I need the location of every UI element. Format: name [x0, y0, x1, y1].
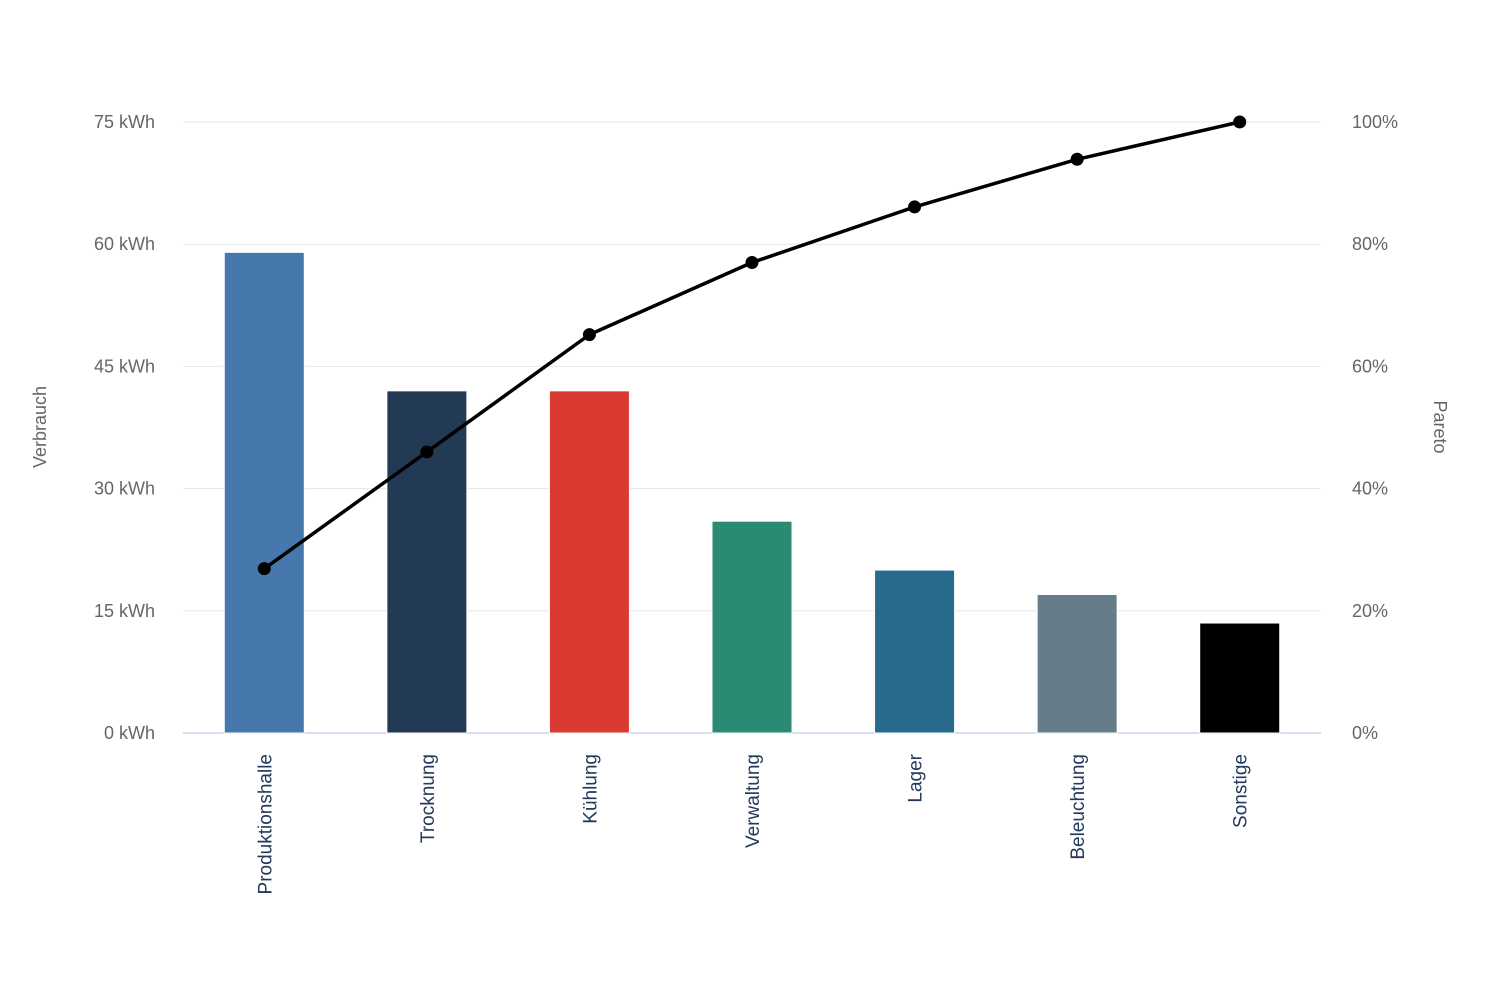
category-label-trocknung: Trocknung	[418, 754, 439, 843]
right-axis-tick-label: 20%	[1352, 601, 1388, 621]
bar-series-verbrauch	[223, 251, 1281, 734]
pareto-point-produktionshalle[interactable]	[257, 562, 271, 576]
left-axis-tick-label: 30 kWh	[94, 479, 155, 499]
left-axis-tick-label: 45 kWh	[94, 356, 155, 376]
right-axis-tick-label: 100%	[1352, 112, 1398, 132]
left-axis-tick-label: 60 kWh	[94, 234, 155, 254]
pareto-point-sonstige[interactable]	[1233, 115, 1247, 129]
pareto-point-lager[interactable]	[908, 200, 922, 214]
bar-sonstige[interactable]	[1199, 622, 1281, 734]
pareto-point-kühlung[interactable]	[582, 328, 596, 342]
right-axis-tick-labels: 0% 20% 40% 60% 80% 100%	[1352, 112, 1398, 743]
right-axis-tick-label: 80%	[1352, 234, 1388, 254]
bar-produktionshalle[interactable]	[223, 251, 305, 734]
category-labels: Produktionshalle Trocknung Kühlung Verwaltu…	[255, 753, 1251, 894]
gridlines	[183, 121, 1321, 612]
category-label-produktionshalle: Produktionshalle	[255, 754, 276, 894]
left-axis-tick-labels: 0 kWh 15 kWh 30 kWh 45 kWh 60 kWh 75 kWh	[94, 112, 155, 743]
left-axis-title: Verbrauch	[30, 386, 50, 468]
left-axis-tick-label: 0 kWh	[104, 723, 155, 743]
pareto-point-verwaltung[interactable]	[745, 256, 759, 270]
pareto-point-trocknung[interactable]	[420, 445, 434, 459]
category-label-kühlung: Kühlung	[580, 754, 601, 824]
pareto-point-beleuchtung[interactable]	[1070, 152, 1084, 166]
bar-lager[interactable]	[874, 569, 956, 734]
right-axis-tick-label: 60%	[1352, 356, 1388, 376]
pareto-line-series	[257, 115, 1247, 576]
bar-trocknung[interactable]	[386, 390, 468, 734]
right-axis-title: Pareto	[1430, 400, 1450, 453]
category-label-verwaltung: Verwaltung	[743, 754, 764, 848]
category-label-lager: Lager	[906, 753, 927, 802]
left-axis-tick-label: 75 kWh	[94, 112, 155, 132]
bar-verwaltung[interactable]	[711, 520, 793, 734]
right-axis-tick-label: 40%	[1352, 479, 1388, 499]
left-axis-tick-label: 15 kWh	[94, 601, 155, 621]
bar-beleuchtung[interactable]	[1036, 594, 1118, 734]
category-label-sonstige: Sonstige	[1231, 754, 1252, 828]
bar-kühlung[interactable]	[548, 390, 630, 734]
category-label-beleuchtung: Beleuchtung	[1068, 754, 1089, 860]
right-axis-tick-label: 0%	[1352, 723, 1378, 743]
